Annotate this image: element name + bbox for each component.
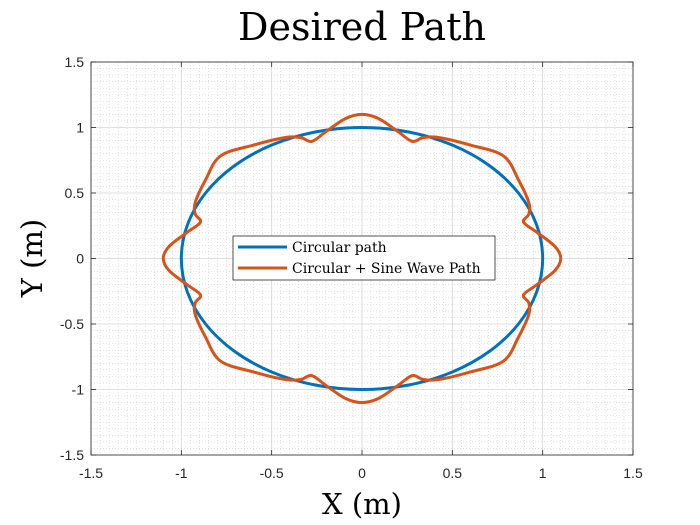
chart-title: Desired Path <box>238 5 486 49</box>
legend-box <box>232 235 496 281</box>
legend-label-circular: Circular path <box>292 240 387 256</box>
x-tick-label: -1.5 <box>79 465 103 481</box>
y-axis-ticks: -1.5 -1 -0.5 0 0.5 1 1.5 <box>60 54 633 463</box>
y-axis-label: Y (m) <box>15 219 49 299</box>
series-circular-path <box>179 126 545 391</box>
x-tick-label: 1.5 <box>623 465 643 481</box>
x-tick-label: 0 <box>358 465 366 481</box>
x-axis-ticks: -1.5 -1 -0.5 0 0.5 1 1.5 <box>79 62 643 481</box>
x-axis-label: X (m) <box>322 487 402 521</box>
y-tick-label: -1 <box>72 382 85 398</box>
y-tick-label: 0 <box>76 251 84 267</box>
y-tick-label: 0.5 <box>65 185 85 201</box>
y-tick-label: -1.5 <box>60 447 84 463</box>
series-layer <box>161 112 563 405</box>
y-tick-label: 1 <box>76 120 84 136</box>
x-tick-label: -0.5 <box>260 465 284 481</box>
x-tick-label: 1 <box>539 465 547 481</box>
x-tick-label: -1 <box>175 465 188 481</box>
y-tick-label: 1.5 <box>65 54 85 70</box>
series-circular-sine-wave-path <box>161 112 563 405</box>
y-tick-label: -0.5 <box>60 316 84 332</box>
x-tick-label: 0.5 <box>443 465 463 481</box>
legend: Circular path Circular + Sine Wave Path <box>232 235 496 281</box>
legend-label-sine: Circular + Sine Wave Path <box>292 261 481 277</box>
